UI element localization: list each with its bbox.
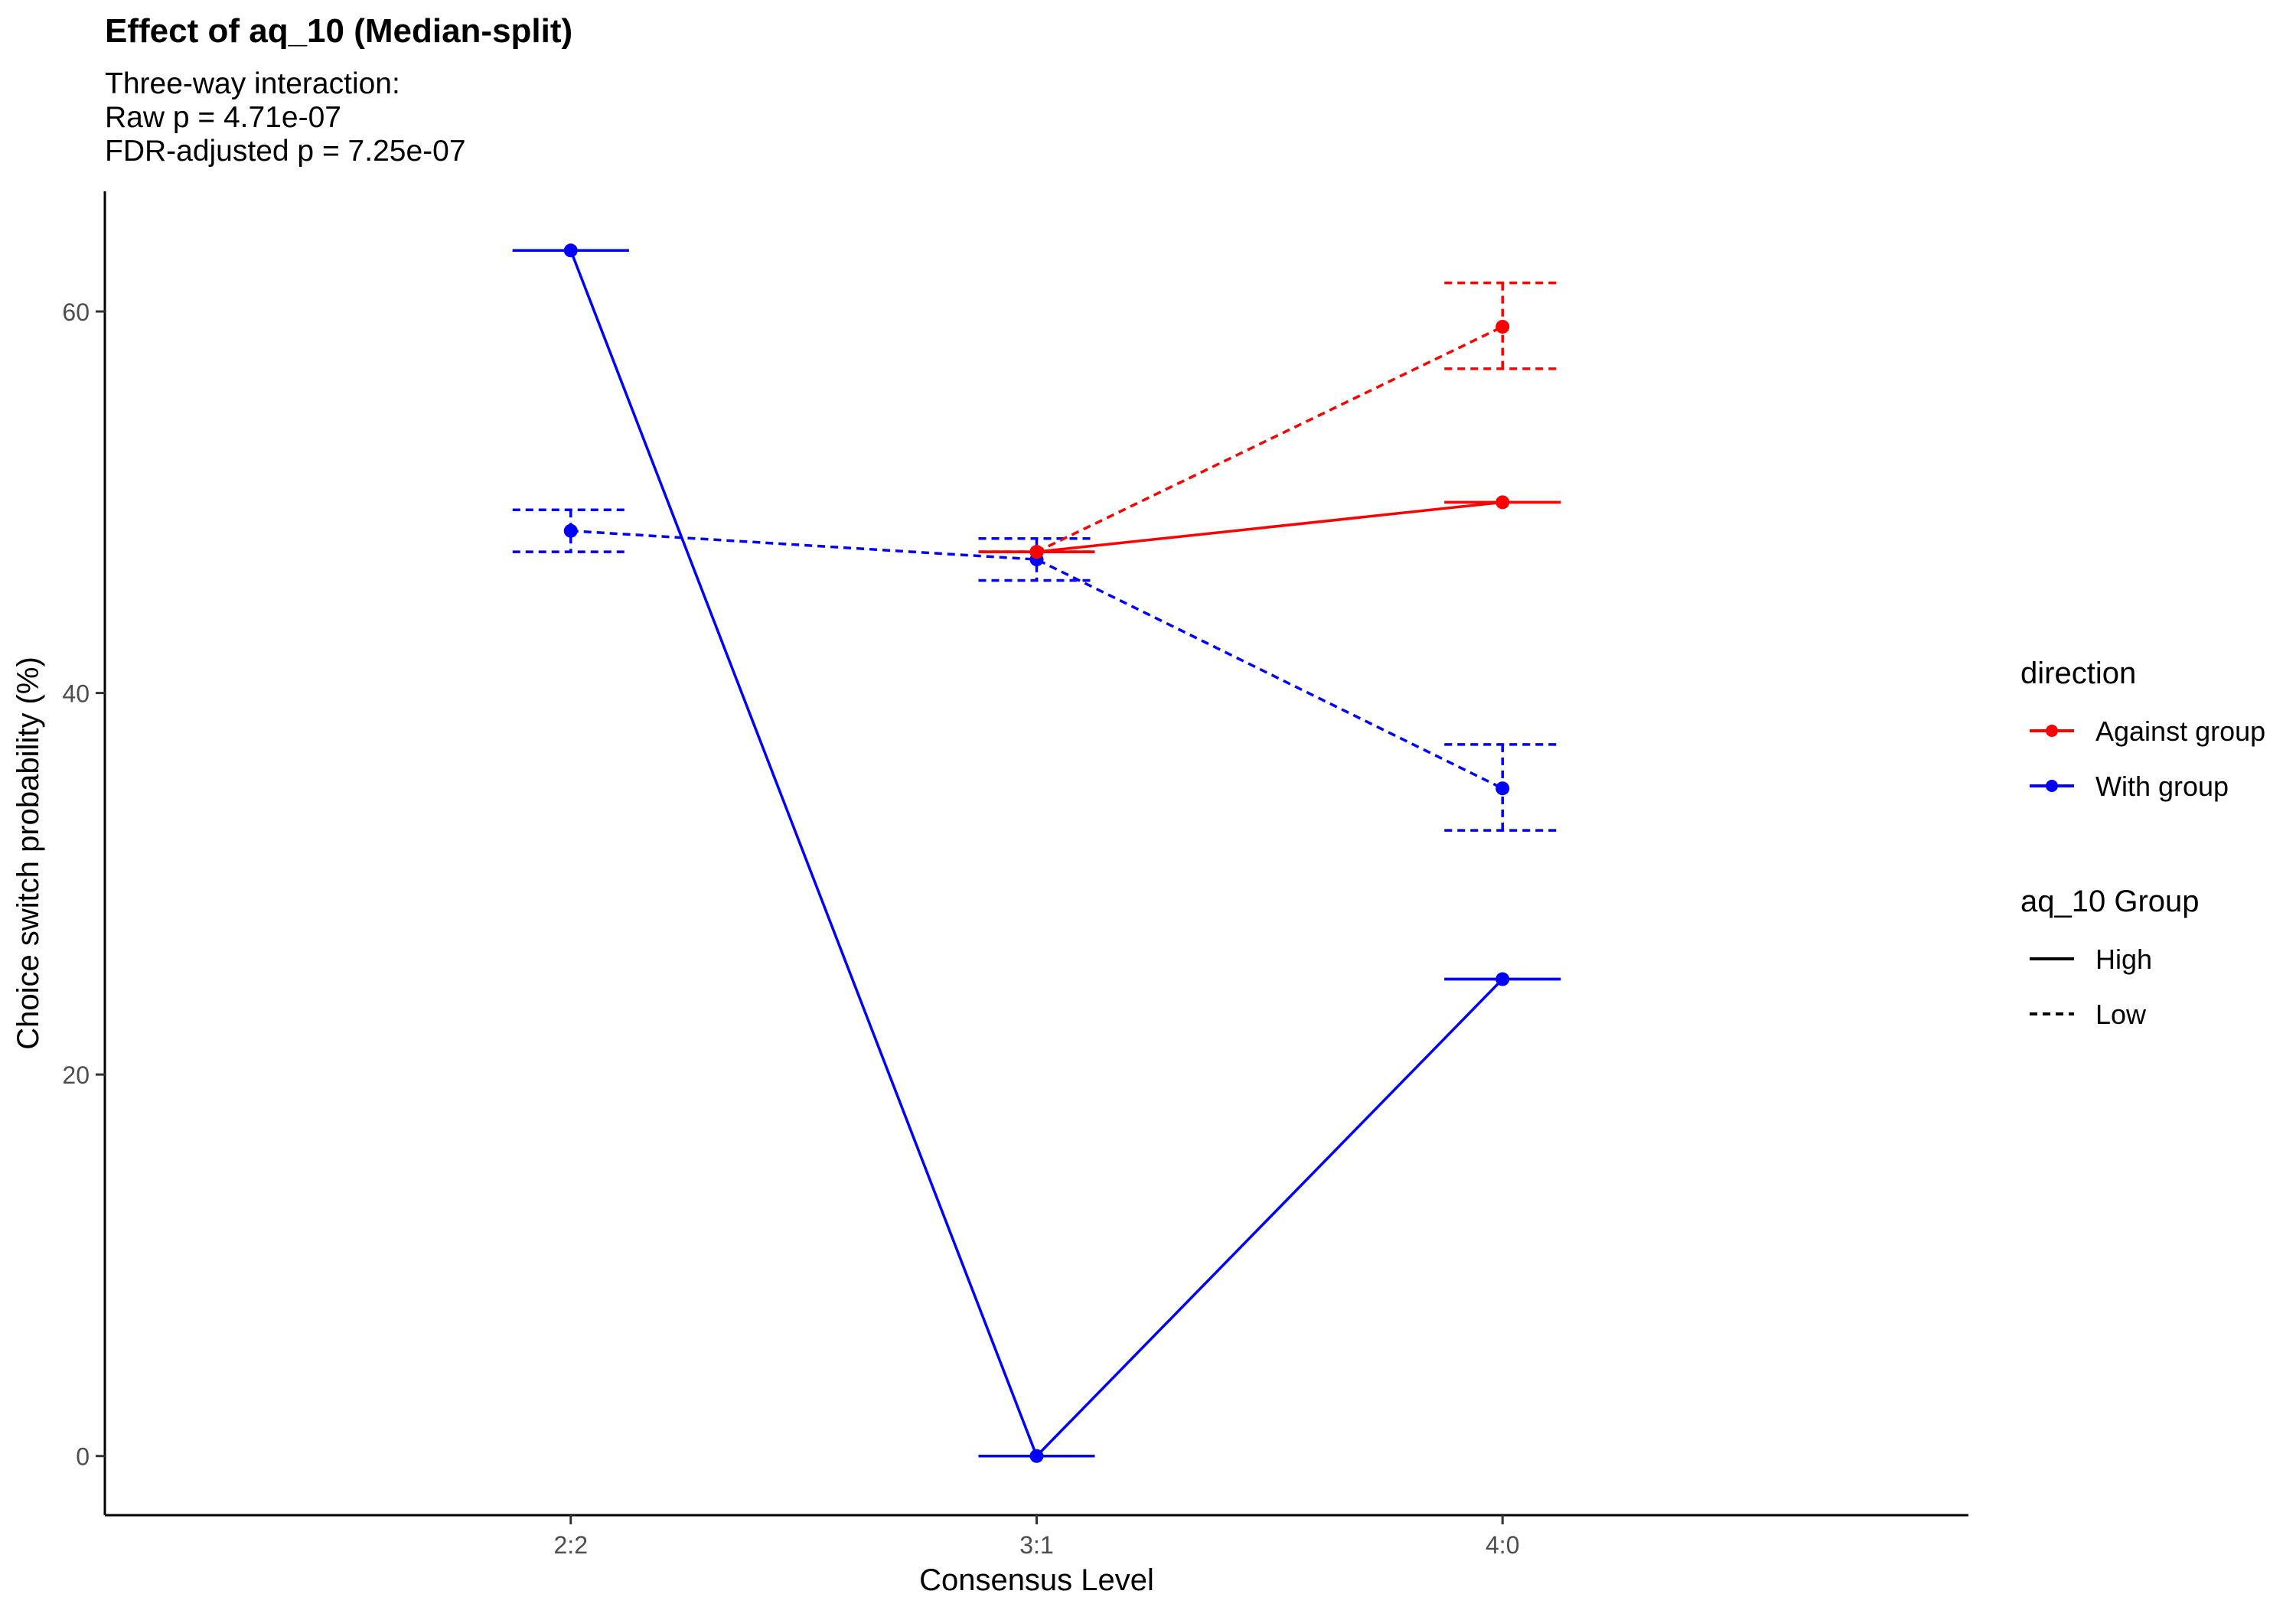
chart-subtitle-line-3: FDR-adjusted p = 7.25e-07 [105,135,466,168]
x-tick-label-4-0: 4:0 [1486,1531,1519,1559]
x-tick-label-3-1: 3:1 [1019,1531,1053,1559]
legend-label-low: Low [2095,999,2147,1030]
y-tick-label-20: 20 [62,1061,90,1089]
x-axis-label: Consensus Level [919,1563,1154,1597]
legend-label-high: High [2095,944,2153,975]
legend-item-high: High [2020,930,2200,985]
chart-subtitle-line-2: Raw p = 4.71e-07 [105,101,341,134]
legend-item-with-group: With group [2020,757,2229,812]
chart-subtitle-line-1: Three-way interaction: [105,67,400,100]
series-line-against-group-high [1036,500,1503,553]
series-line-with-group-low [570,529,1504,790]
y-tick-label-60: 60 [62,298,90,326]
point-with-group-high-2-2 [563,243,578,258]
point-with-group-high-3-1 [1029,1449,1044,1463]
legend-aq10-group-title: aq_10 Group [2020,885,2200,918]
legend-label-against-group: Against group [2095,715,2266,747]
legend-direction: direction Against group With group [2020,657,2265,812]
point-with-group-high-4-0 [1495,972,1510,986]
point-with-group-low-4-0 [1495,781,1510,796]
legend-item-low: Low [2020,985,2200,1040]
legend-item-against-group: Against group [2020,702,2265,757]
legend-swatch-low [2030,1012,2074,1015]
legend-swatch-against-group [2030,725,2074,737]
legend-swatch-with-group [2030,780,2074,792]
point-with-group-low-2-2 [563,523,578,538]
legend-swatch-high [2030,957,2074,960]
y-tick-label-0: 0 [76,1443,90,1471]
series-line-against-group-low [1035,325,1504,553]
series-line-with-group-high [569,249,1504,1459]
y-tick-label-40: 40 [62,680,90,708]
legend-label-with-group: With group [2095,771,2229,802]
chart-title: Effect of aq_10 (Median-split) [105,12,573,50]
x-tick-label-2-2: 2:2 [554,1531,588,1559]
y-axis-label: Choice switch probability (%) [11,657,45,1050]
point-against-group-low-4-0 [1495,319,1510,334]
point-against-group-low-3-1 [1029,545,1044,559]
legend-direction-title: direction [2020,657,2137,690]
point-against-group-high-4-0 [1495,495,1510,510]
legend-aq10-group: aq_10 Group High Low [2020,885,2200,1040]
